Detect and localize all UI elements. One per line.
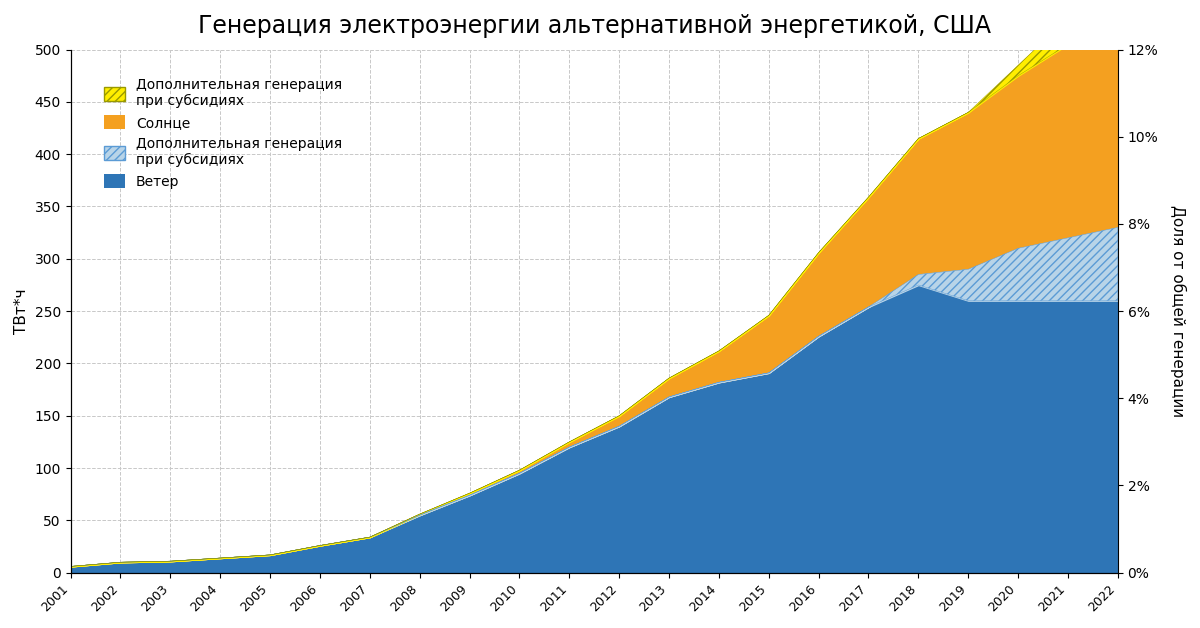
Y-axis label: ТВт*ч: ТВт*ч — [14, 288, 29, 334]
Y-axis label: Доля от общей генерации: Доля от общей генерации — [1170, 205, 1186, 417]
Legend: Дополнительная генерация
при субсидиях, Солнце, Дополнительная генерация
при суб: Дополнительная генерация при субсидиях, … — [98, 72, 348, 195]
Title: Генерация электроэнергии альтернативной энергетикой, США: Генерация электроэнергии альтернативной … — [198, 14, 991, 38]
